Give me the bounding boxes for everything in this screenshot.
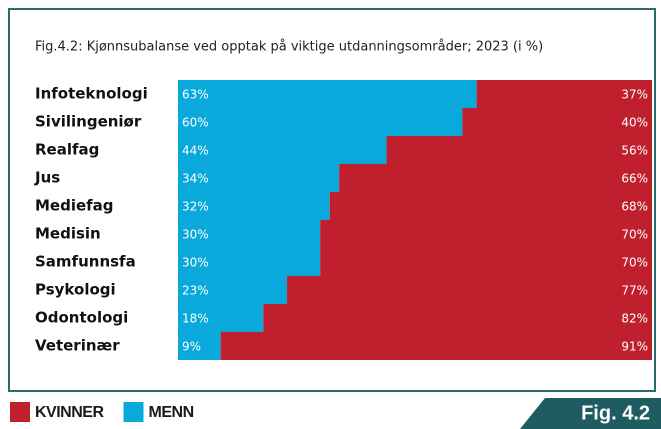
- legend-label: KVINNER: [35, 404, 104, 421]
- legend-label: MENN: [149, 404, 194, 421]
- legend-swatch: [123, 402, 144, 422]
- category-label: Realfag: [35, 141, 99, 159]
- value-label: 30%: [182, 256, 209, 270]
- bar-segment: [386, 136, 652, 164]
- bar-segment: [178, 220, 321, 248]
- category-label: Jus: [34, 169, 60, 187]
- value-label: 18%: [182, 312, 209, 326]
- category-label: Veterinær: [35, 337, 120, 355]
- figure-label: Fig. 4.2: [581, 402, 650, 424]
- value-label: 56%: [621, 144, 648, 158]
- value-label: 68%: [621, 200, 648, 214]
- value-label: 44%: [182, 144, 209, 158]
- bar-segment: [220, 332, 652, 360]
- bar-segment: [320, 248, 652, 276]
- value-label: 77%: [621, 284, 648, 298]
- value-label: 70%: [621, 256, 648, 270]
- category-label: Sivilingeniør: [35, 113, 142, 131]
- value-label: 66%: [621, 172, 648, 186]
- value-label: 37%: [621, 88, 648, 102]
- bar-segment: [178, 276, 288, 304]
- category-label: Mediefag: [35, 197, 114, 215]
- bar-segment: [178, 136, 387, 164]
- bar-segment: [178, 304, 264, 332]
- value-label: 63%: [182, 88, 209, 102]
- chart-title: Fig.4.2: Kjønnsubalanse ved opptak på vi…: [35, 40, 543, 55]
- bar-segment: [320, 220, 652, 248]
- value-label: 30%: [182, 228, 209, 242]
- frame: [8, 8, 656, 392]
- bar-segment: [462, 108, 652, 136]
- bar-segment: [476, 80, 652, 108]
- value-label: 82%: [621, 312, 648, 326]
- category-label: Odontologi: [35, 309, 128, 327]
- value-label: 60%: [182, 116, 209, 130]
- bar-segment: [178, 248, 321, 276]
- bar-segment: [178, 164, 340, 192]
- category-label: Psykologi: [35, 281, 116, 299]
- bar-segment: [339, 164, 652, 192]
- value-label: 9%: [182, 340, 201, 354]
- bar-segment: [178, 108, 463, 136]
- bar-segment: [287, 276, 652, 304]
- value-label: 40%: [621, 116, 648, 130]
- category-label: Samfunnsfa: [35, 253, 136, 271]
- category-label: Infoteknologi: [35, 85, 148, 103]
- value-label: 34%: [182, 172, 209, 186]
- bar-segment: [178, 80, 477, 108]
- bar-segment: [329, 192, 652, 220]
- value-label: 70%: [621, 228, 648, 242]
- bar-segment: [263, 304, 652, 332]
- legend-swatch: [10, 402, 30, 422]
- category-label: Medisin: [35, 225, 101, 243]
- bar-segment: [178, 332, 221, 360]
- value-label: 91%: [621, 340, 648, 354]
- value-label: 32%: [182, 200, 209, 214]
- figure-badge: [520, 398, 661, 429]
- bar-segment: [178, 192, 330, 220]
- value-label: 23%: [182, 284, 209, 298]
